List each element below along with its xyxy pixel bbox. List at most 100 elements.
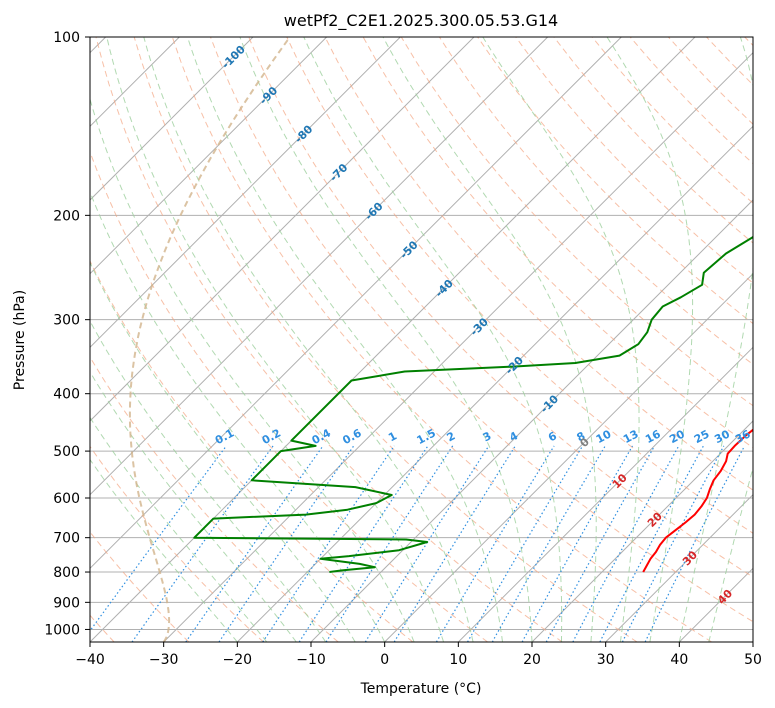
x-tick-label: 0 [380, 652, 389, 668]
y-tick-label: 500 [53, 444, 80, 460]
mixing-ratio-line [644, 445, 746, 642]
dry-adiabat-line [90, 445, 264, 642]
mixing-ratio-line [218, 445, 355, 642]
moist-adiabat-line [239, 37, 533, 642]
isotherm-line [457, 346, 753, 642]
mixing-ratio-line [131, 445, 274, 642]
mixing-ratio-label: 20 [667, 427, 687, 446]
moist-adiabat-line [90, 370, 297, 642]
dry-adiabat-line [90, 356, 339, 642]
isotherm-line [605, 493, 753, 642]
isotherm-grid [90, 37, 753, 642]
moist-adiabat-line [90, 190, 386, 642]
isotherm-line [90, 37, 622, 570]
dry-adiabat-line [515, 37, 753, 284]
x-tick-label: 10 [449, 652, 467, 668]
moist-adiabat-line [90, 97, 415, 642]
mixing-ratio-line [393, 445, 516, 642]
mixing-ratio-line [298, 445, 429, 642]
moist-adiabat-line [187, 37, 503, 642]
isotherm-line [531, 420, 753, 642]
dry-adiabat-line [133, 37, 638, 642]
mixing-ratio-label: 13 [621, 427, 641, 446]
mixing-ratio-label: 25 [692, 427, 712, 446]
temperature-profile [642, 428, 753, 573]
mixing-ratio-line [621, 445, 725, 642]
mixing-ratio-line [364, 445, 490, 642]
mixing-ratio-label: 10 [594, 427, 614, 446]
y-tick-label: 200 [53, 208, 80, 224]
isobar-grid [90, 37, 753, 630]
isotherm-line [90, 37, 475, 422]
x-tick-label: 30 [597, 652, 615, 668]
moist-adiabat-line [482, 37, 640, 642]
moist-adiabat-line [303, 37, 563, 642]
mixing-ratio-lines [90, 445, 746, 642]
moist-adiabat-line [678, 37, 753, 642]
mixing-ratio-line [435, 445, 555, 642]
x-tick-label: −40 [75, 652, 105, 668]
mixing-ratio-line [466, 445, 584, 642]
dry-adiabat-line [210, 37, 753, 623]
lcl-curve [128, 37, 291, 642]
dewpoint-profile [193, 235, 753, 573]
sounding-series [193, 235, 753, 573]
x-tick-label: 50 [744, 652, 762, 668]
x-tick-label: 40 [670, 652, 688, 668]
mixing-ratio-line [185, 445, 324, 642]
isotherm-line [90, 37, 549, 496]
y-tick-label: 400 [53, 387, 80, 403]
dry-adiabat-line [90, 259, 414, 642]
x-axis-ticks: −40 −30 −20 −10 0 10 20 30 40 50 [75, 642, 762, 668]
moist-adiabat-line [90, 416, 268, 642]
y-tick-label: 100 [53, 30, 80, 46]
moist-adiabat-line [90, 458, 238, 642]
x-axis-label: Temperature (°C) [360, 681, 482, 697]
isotherm-line [90, 37, 328, 275]
moist-adiabat-line [90, 320, 327, 642]
dry-adiabat-line [324, 37, 753, 491]
isotherm-line [90, 37, 254, 201]
dry-adiabat-line [171, 37, 712, 642]
y-tick-label: 600 [53, 491, 80, 507]
mixing-ratio-line [325, 445, 454, 642]
moist-adiabat-line [606, 37, 694, 642]
x-tick-label: −30 [149, 652, 179, 668]
isotherm-line [90, 37, 401, 349]
moist-adiabat-line [106, 37, 445, 642]
moist-adiabat-line [382, 37, 597, 642]
y-tick-label: 800 [53, 565, 80, 581]
mixing-ratio-label: 16 [643, 427, 663, 446]
chart-title: wetPf2_C2E1.2025.300.05.53.G14 [284, 11, 558, 31]
dry-adiabats [90, 37, 753, 642]
mixing-ratio-label: 30 [712, 427, 732, 446]
y-tick-label: 900 [53, 595, 80, 611]
isotherm-line [90, 37, 696, 642]
x-tick-label: 20 [523, 652, 541, 668]
dry-adiabat-line [248, 37, 753, 578]
mixing-ratio-line [521, 445, 634, 642]
isotherm-line [236, 125, 753, 642]
mixing-ratio-line [262, 445, 395, 642]
dry-adiabat-line [95, 37, 563, 642]
x-tick-label: −10 [296, 652, 326, 668]
isotherm-line [163, 51, 753, 642]
moist-adiabat-line [708, 465, 753, 642]
moist-adiabat-line [143, 37, 474, 642]
y-tick-label: 1000 [44, 622, 80, 638]
mixing-ratio-label: 36 [733, 427, 753, 446]
y-tick-label: 300 [53, 313, 80, 329]
lcl-curve-line [128, 37, 291, 642]
isotherm-line [384, 272, 753, 642]
x-tick-label: −20 [223, 652, 253, 668]
dry-adiabat-line [286, 37, 753, 534]
y-axis-label: Pressure (hPa) [12, 290, 28, 390]
y-axis-ticks: 1000 900 800 700 600 500 400 300 200 100 [44, 30, 90, 638]
y-tick-label: 700 [53, 531, 80, 547]
moist-adiabats [90, 37, 753, 642]
moist-adiabat-line [90, 261, 356, 642]
mixing-ratio-line [545, 445, 656, 642]
plot-frame [89, 36, 754, 643]
